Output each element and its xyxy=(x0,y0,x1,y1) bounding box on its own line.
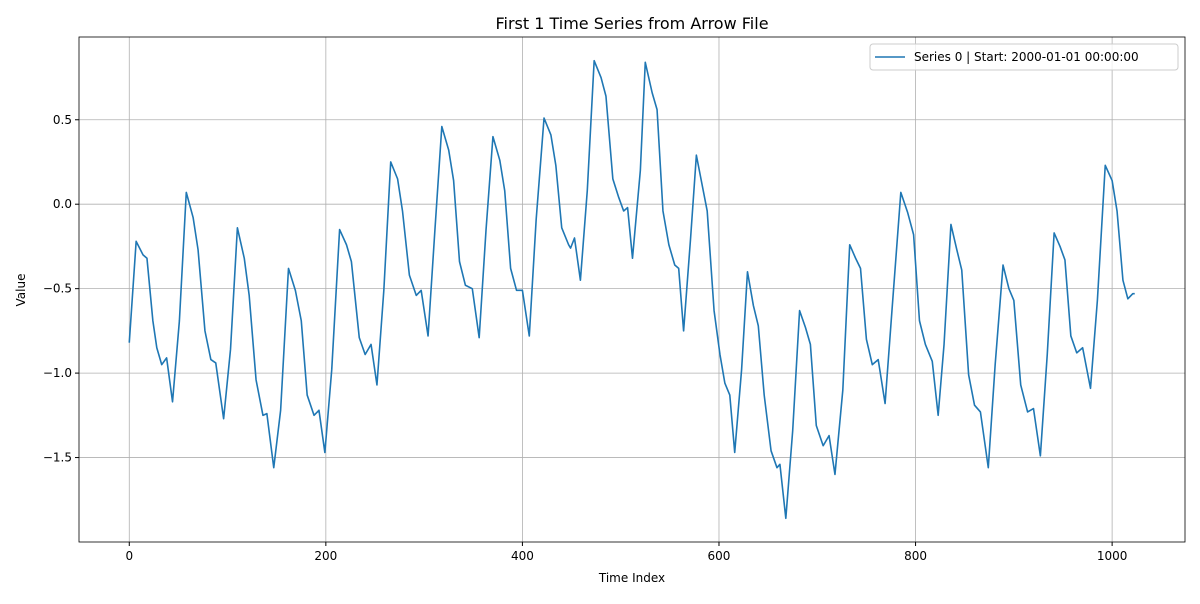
plot-frame xyxy=(78,36,1186,543)
y-tick-label: −1.5 xyxy=(43,451,72,465)
y-axis-label: Value xyxy=(14,274,28,307)
line-series xyxy=(128,59,1135,520)
chart-title: First 1 Time Series from Arrow File xyxy=(495,14,768,33)
legend-label: Series 0 | Start: 2000-01-01 00:00:00 xyxy=(914,50,1139,64)
y-tick-label: −0.5 xyxy=(43,282,72,296)
x-tick-label: 1000 xyxy=(1097,549,1128,563)
y-tick-label: 0.0 xyxy=(53,197,72,211)
x-tick-label: 200 xyxy=(314,549,337,563)
x-tick-label: 400 xyxy=(511,549,534,563)
legend-box xyxy=(869,43,1179,71)
y-tick-label: −1.0 xyxy=(43,366,72,380)
x-tick-label: 800 xyxy=(904,549,927,563)
x-axis-label: Time Index xyxy=(598,571,665,585)
x-tick-label: 0 xyxy=(125,549,133,563)
x-tick-label: 600 xyxy=(708,549,731,563)
y-tick-label: 0.5 xyxy=(53,113,72,127)
